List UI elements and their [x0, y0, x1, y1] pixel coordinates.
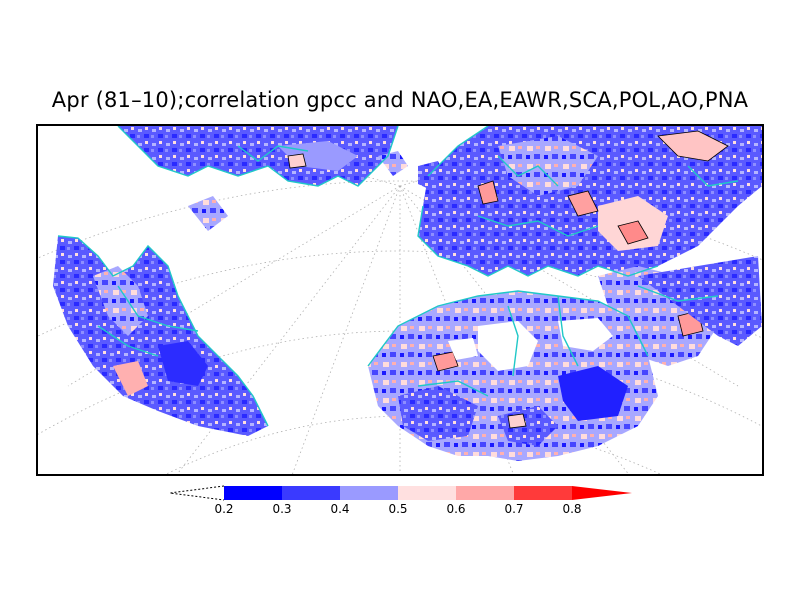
colorbar-tick-label: 0.2	[214, 502, 234, 516]
coastlines	[57, 126, 739, 427]
colorbar-swatch	[514, 486, 572, 500]
map-title: Apr (81–10);correlation gpcc and NAO,EA,…	[51, 88, 749, 112]
colorbar-swatch	[282, 486, 340, 500]
colorbar-swatch	[398, 486, 456, 500]
colorbar-tick-label: 0.8	[562, 502, 582, 516]
colorbar-tick-label: 0.6	[446, 502, 466, 516]
colorbar-tick-label: 0.4	[330, 502, 350, 516]
correlation-map	[38, 126, 762, 474]
arctic-islands	[378, 151, 448, 191]
colorbar-upper-extension	[572, 486, 632, 500]
colorbar-lower-extension	[169, 485, 225, 501]
north-america-land	[53, 126, 398, 436]
colorbar-swatch	[340, 486, 398, 500]
colorbar-tick-label: 0.7	[504, 502, 524, 516]
colorbar-swatch	[456, 486, 514, 500]
map-panel	[36, 124, 764, 476]
colorbar-tick-label: 0.5	[388, 502, 408, 516]
colorbar-tick-label: 0.3	[272, 502, 292, 516]
colorbar-swatch	[224, 486, 282, 500]
